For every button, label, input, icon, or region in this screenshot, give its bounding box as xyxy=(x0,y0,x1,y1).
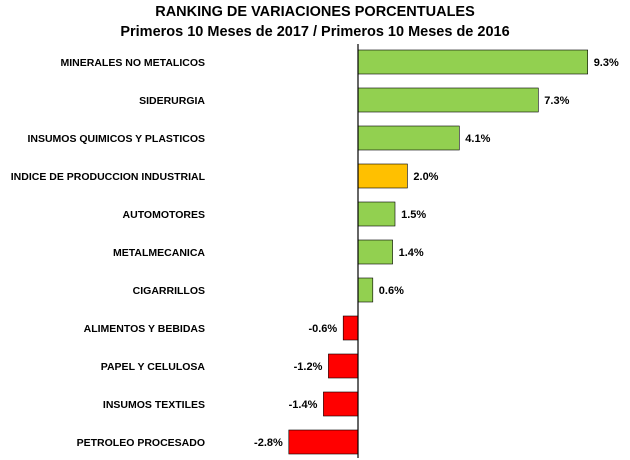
value-label-1: 7.3% xyxy=(544,95,569,107)
value-label-0: 9.3% xyxy=(594,57,619,69)
category-label-9: INSUMOS TEXTILES xyxy=(103,399,205,411)
bar-6 xyxy=(357,277,374,303)
bar-1 xyxy=(357,87,539,113)
chart-subtitle: Primeros 10 Meses de 2017 / Primeros 10 … xyxy=(120,24,510,40)
value-label-5: 1.4% xyxy=(399,247,424,259)
value-label-4: 1.5% xyxy=(401,209,426,221)
bar-10 xyxy=(288,429,359,455)
bar-3 xyxy=(357,163,408,189)
category-label-1: SIDERURGIA xyxy=(139,95,205,107)
bar-2 xyxy=(357,125,460,151)
bar-8 xyxy=(328,353,359,379)
chart-title: RANKING DE VARIACIONES PORCENTUALES xyxy=(155,4,475,20)
category-label-10: PETROLEO PROCESADO xyxy=(77,437,205,449)
category-label-2: INSUMOS QUIMICOS Y PLASTICOS xyxy=(27,133,205,145)
value-label-2: 4.1% xyxy=(465,133,490,145)
value-label-9: -1.4% xyxy=(289,399,318,411)
value-label-6: 0.6% xyxy=(379,285,404,297)
category-label-3: INDICE DE PRODUCCION INDUSTRIAL xyxy=(11,171,206,183)
category-label-5: METALMECANICA xyxy=(113,247,205,259)
value-label-8: -1.2% xyxy=(294,361,323,373)
category-label-7: ALIMENTOS Y BEBIDAS xyxy=(84,323,205,335)
bar-5 xyxy=(357,239,393,265)
bar-0 xyxy=(357,49,588,75)
value-label-3: 2.0% xyxy=(413,171,438,183)
category-label-0: MINERALES NO METALICOS xyxy=(61,57,205,69)
category-label-4: AUTOMOTORES xyxy=(123,209,205,221)
bar-9 xyxy=(323,391,359,417)
category-label-8: PAPEL Y CELULOSA xyxy=(101,361,206,373)
value-label-10: -2.8% xyxy=(254,437,283,449)
bar-4 xyxy=(357,201,396,227)
value-label-7: -0.6% xyxy=(308,323,337,335)
category-label-6: CIGARRILLOS xyxy=(133,285,205,297)
bar-7 xyxy=(342,315,359,341)
